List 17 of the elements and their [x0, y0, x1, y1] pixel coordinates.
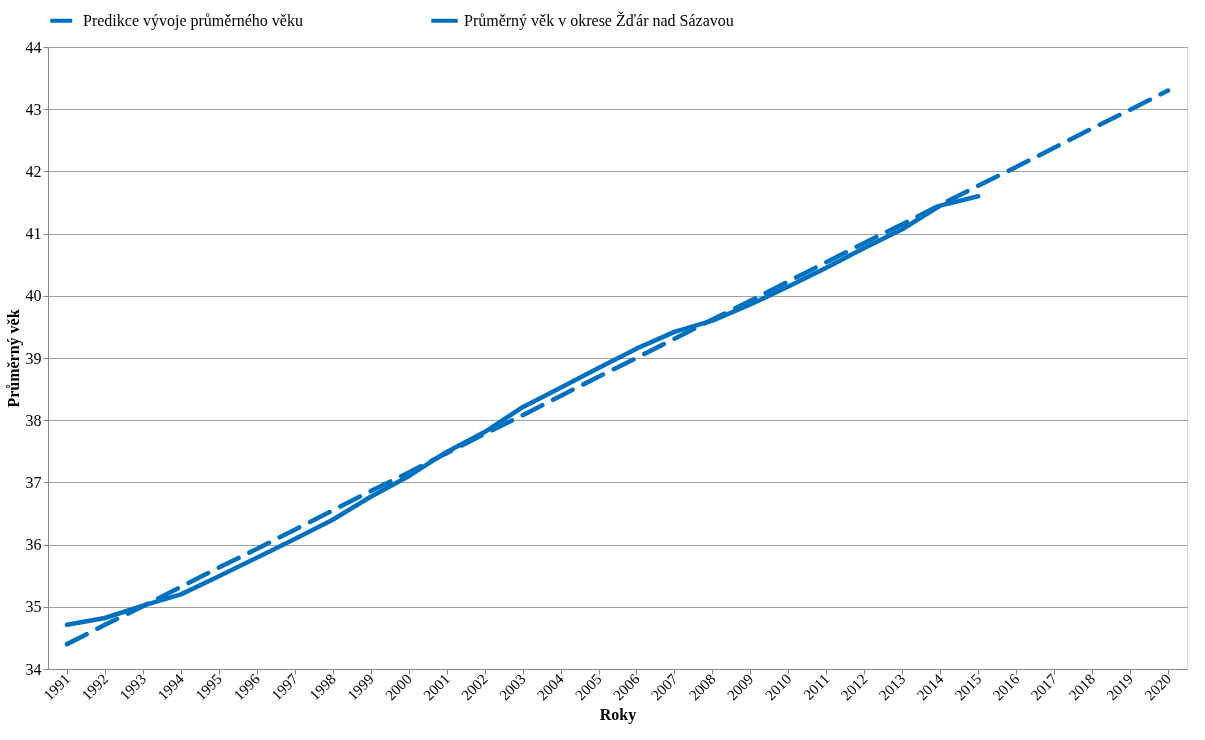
- x-tick-label: 2011: [800, 670, 833, 703]
- legend-label: Průměrný věk v okrese Žďár nad Sázavou: [464, 10, 734, 30]
- y-tick-label: 43: [25, 100, 42, 118]
- y-tick-label: 37: [25, 473, 42, 491]
- y-tick-label: 34: [25, 660, 42, 678]
- y-tick-label: 42: [25, 162, 42, 180]
- y-tick-label: 44: [25, 38, 42, 56]
- legend-label: Predikce vývoje průměrného věku: [83, 11, 303, 30]
- line-series: [64, 88, 1171, 647]
- y-tick-label: 36: [25, 536, 42, 554]
- y-tick-label: 35: [25, 598, 42, 616]
- y-tick-label: 39: [25, 349, 42, 367]
- y-tick-label: 40: [25, 287, 42, 305]
- y-tick-label: 38: [25, 411, 42, 429]
- y-tick-label: 41: [25, 225, 42, 243]
- y-axis-title: Průměrný věk: [4, 309, 23, 408]
- x-axis-title: Roky: [599, 706, 637, 725]
